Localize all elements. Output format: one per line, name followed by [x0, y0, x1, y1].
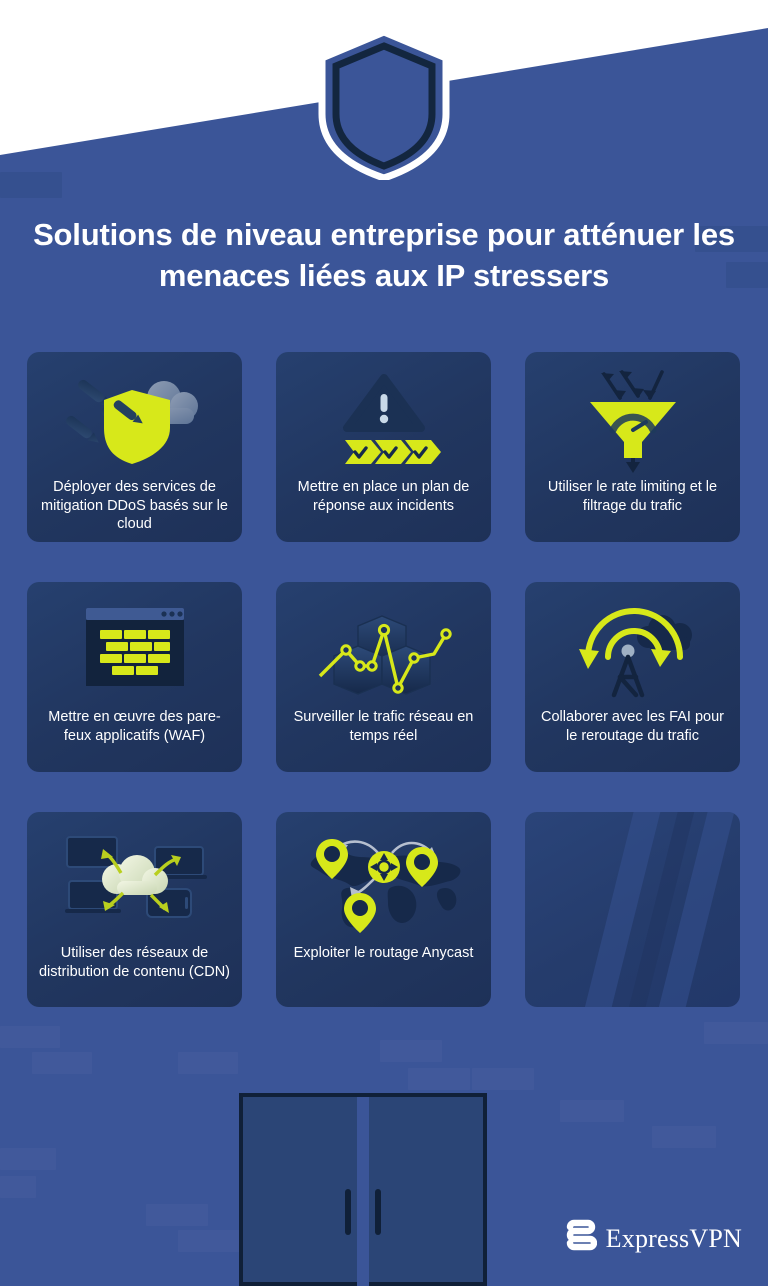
card-label: Surveiller le trafic réseau en temps rée…: [293, 709, 474, 744]
page-title: Solutions de niveau entreprise pour atté…: [33, 217, 735, 294]
brick-decoration: [0, 1148, 56, 1170]
cdn-cloud-devices-icon: [27, 824, 242, 942]
expressvpn-wordmark: ExpressVPN: [605, 1223, 742, 1253]
brick-decoration: [0, 1026, 60, 1048]
line-chart-cubes-icon: [276, 594, 491, 706]
brick-decoration: [380, 1040, 442, 1062]
brick-decoration: [32, 1052, 92, 1074]
card-cdn[interactable]: Utiliser des réseaux de distribution de …: [27, 812, 242, 1007]
funnel-gauge-arrows-icon: [525, 364, 740, 476]
shield-cloud-bombs-icon: [27, 364, 242, 476]
brick-decoration: [726, 262, 768, 288]
brick-decoration: [408, 1068, 470, 1090]
card-empty-placeholder: [525, 812, 740, 1007]
brick-decoration: [695, 226, 768, 252]
card-label: Exploiter le routage Anycast: [293, 945, 474, 961]
card-label: Déployer des services de mitigation DDoS…: [41, 479, 228, 533]
brick-decoration: [178, 1230, 240, 1252]
card-network-monitoring[interactable]: Surveiller le trafic réseau en temps rée…: [276, 582, 491, 772]
antenna-tower-cloud-icon: [525, 594, 740, 706]
brick-decoration: [472, 1068, 534, 1090]
card-label: Collaborer avec les FAI pour le reroutag…: [541, 709, 724, 744]
card-waf[interactable]: Mettre en œuvre des pare-feux applicatif…: [27, 582, 242, 772]
expressvpn-e-icon: [563, 1219, 597, 1258]
card-incident-response-plan[interactable]: Mettre en place un plan de réponse aux i…: [276, 352, 491, 542]
shield-icon: [316, 28, 452, 185]
card-label: Mettre en place un plan de réponse aux i…: [297, 479, 470, 514]
double-door-icon: [235, 1089, 491, 1286]
card-label: Utiliser des réseaux de distribution de …: [38, 945, 230, 980]
browser-firewall-bricks-icon: [27, 594, 242, 706]
brick-decoration: [560, 1100, 624, 1122]
card-ddos-mitigation[interactable]: Déployer des services de mitigation DDoS…: [27, 352, 242, 542]
brick-decoration: [704, 1022, 768, 1044]
brick-decoration: [178, 1052, 238, 1074]
card-label: Mettre en œuvre des pare-feux applicatif…: [48, 709, 221, 744]
world-map-pins-icon: [276, 824, 491, 942]
brick-decoration: [652, 1126, 716, 1148]
card-rate-limiting[interactable]: Utiliser le rate limiting et le filtrage…: [525, 352, 740, 542]
expressvpn-logo[interactable]: ExpressVPN: [563, 1219, 742, 1258]
card-isp-rerouting[interactable]: Collaborer avec les FAI pour le reroutag…: [525, 582, 740, 772]
brick-decoration: [146, 1204, 208, 1226]
solutions-grid: Déployer des services de mitigation DDoS…: [27, 352, 741, 1007]
card-label: Utiliser le rate limiting et le filtrage…: [547, 479, 718, 514]
card-anycast-routing[interactable]: Exploiter le routage Anycast: [276, 812, 491, 1007]
warning-triangle-checkmarks-icon: [276, 364, 491, 476]
brick-decoration: [0, 1176, 36, 1198]
brick-decoration: [0, 172, 62, 198]
